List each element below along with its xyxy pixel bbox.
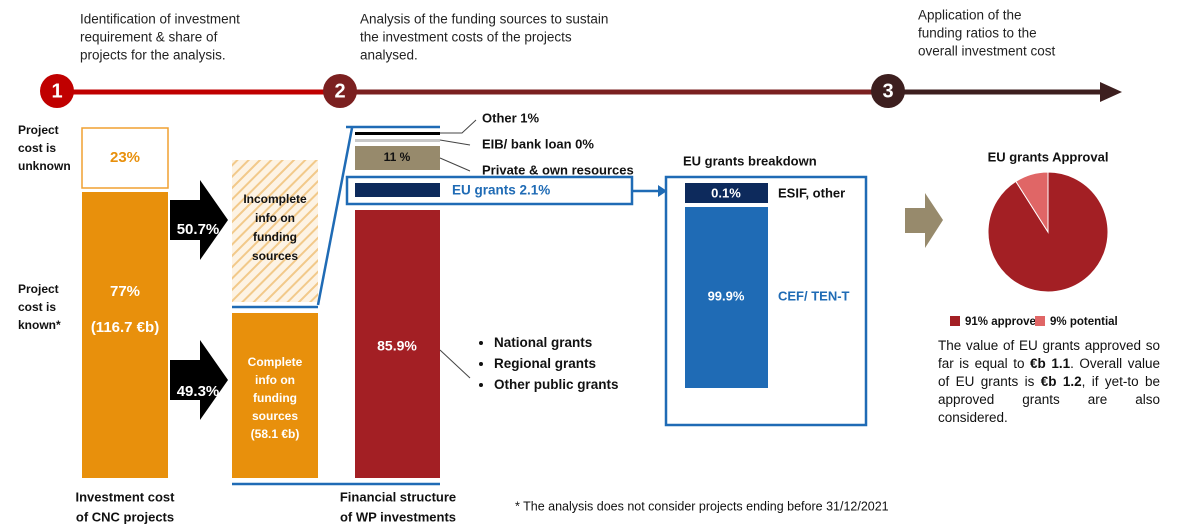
label: Private & own resources bbox=[482, 162, 634, 177]
bar-private bbox=[355, 146, 440, 170]
step-number: 1 bbox=[51, 80, 62, 102]
label: cost is bbox=[18, 141, 56, 155]
label: Project bbox=[18, 123, 59, 137]
text: sources bbox=[252, 409, 298, 423]
text: €b 1.1 bbox=[1030, 356, 1071, 371]
legend-swatch bbox=[1035, 316, 1045, 326]
paragraph: The value of EU grants approved so far i… bbox=[938, 337, 1160, 427]
caption: Financial structure bbox=[340, 489, 456, 504]
text: analysed. bbox=[360, 48, 418, 63]
label: cost is bbox=[18, 300, 56, 314]
bar-public bbox=[355, 210, 440, 478]
text: . Overall value of EU grants is bbox=[938, 356, 1160, 389]
caption: Investment cost bbox=[76, 489, 176, 504]
text: overall investment cost bbox=[918, 44, 1056, 59]
legend: 91% approved 9% potential bbox=[950, 316, 1118, 328]
label: EIB/ bank loan 0% bbox=[482, 136, 594, 151]
arrow bbox=[905, 193, 943, 248]
step-circle bbox=[323, 74, 357, 108]
text: Incomplete bbox=[243, 192, 307, 206]
value: 85.9% bbox=[377, 338, 417, 354]
step-1-text: Identification of investment requirement… bbox=[80, 12, 240, 63]
bullet: Regional grants bbox=[494, 353, 644, 374]
legend-label: 9% potential bbox=[1050, 316, 1118, 328]
bar-eu bbox=[355, 183, 440, 197]
leader bbox=[439, 157, 471, 172]
arrow bbox=[170, 340, 228, 420]
text: info on bbox=[255, 211, 295, 225]
step-circle bbox=[40, 74, 74, 108]
bullet: Other public grants bbox=[494, 374, 644, 395]
label: ESIF, other bbox=[778, 185, 845, 200]
text: sources bbox=[252, 249, 298, 263]
arrow-head bbox=[658, 185, 667, 197]
label: known* bbox=[18, 318, 61, 332]
text: €b 1.2 bbox=[1040, 374, 1082, 389]
value: 77% bbox=[110, 283, 140, 300]
caption: of WP investments bbox=[340, 509, 456, 524]
legend-label: 91% approved bbox=[965, 316, 1043, 328]
complete-box bbox=[232, 313, 318, 478]
value: 0.1% bbox=[711, 185, 741, 200]
value: 23% bbox=[110, 149, 140, 166]
step-circle bbox=[871, 74, 905, 108]
step-number: 2 bbox=[334, 80, 345, 102]
title: EU grants breakdown bbox=[683, 153, 817, 168]
label: unknown bbox=[18, 159, 71, 173]
pie-slice bbox=[1015, 171, 1049, 234]
footnote: * The analysis does not consider project… bbox=[515, 499, 889, 513]
text: Identification of investment bbox=[80, 12, 240, 27]
text: projects for the analysis. bbox=[80, 48, 226, 63]
bullet-list: National grants Regional grants Other pu… bbox=[478, 332, 644, 395]
bar-eib bbox=[355, 139, 440, 142]
value: (116.7 €b) bbox=[91, 319, 159, 336]
text: The value of EU grants approved so far i… bbox=[938, 338, 1160, 371]
text: Complete bbox=[248, 355, 303, 369]
label: Other 1% bbox=[482, 110, 540, 125]
leader bbox=[440, 119, 477, 134]
connector bbox=[316, 127, 354, 306]
text: , if yet-to be approved grants are also … bbox=[938, 374, 1160, 425]
unknown-box bbox=[81, 127, 169, 189]
value: 99.9% bbox=[708, 288, 745, 303]
breakdown-frame bbox=[664, 175, 868, 427]
incomplete-box bbox=[232, 160, 318, 302]
text: funding bbox=[253, 230, 297, 244]
label: EU grants 2.1% bbox=[452, 183, 550, 198]
legend-swatch bbox=[950, 316, 960, 326]
label: Project bbox=[18, 282, 59, 296]
value: 50.7% bbox=[177, 221, 220, 238]
value: 11 % bbox=[384, 150, 411, 164]
step-2-text: Analysis of the funding sources to susta… bbox=[360, 12, 608, 63]
text: funding bbox=[253, 391, 297, 405]
text: the investment costs of the projects bbox=[360, 30, 572, 45]
bullet: National grants bbox=[494, 332, 644, 353]
caption: of CNC projects bbox=[76, 509, 174, 524]
bar-cef bbox=[685, 207, 768, 388]
step-number: 3 bbox=[882, 80, 893, 102]
leader bbox=[439, 349, 471, 379]
bar-esif bbox=[685, 183, 768, 203]
text: funding ratios to the bbox=[918, 26, 1037, 41]
text: Application of the bbox=[918, 8, 1022, 23]
step-3-text: Application of the funding ratios to the… bbox=[918, 8, 1056, 59]
text: requirement & share of bbox=[80, 30, 218, 45]
pie-title: EU grants Approval bbox=[988, 149, 1109, 164]
timeline-arrow bbox=[1100, 82, 1122, 102]
leader bbox=[439, 139, 471, 146]
value: 49.3% bbox=[177, 383, 220, 400]
pie bbox=[987, 171, 1109, 293]
arrow bbox=[170, 180, 228, 260]
text: Analysis of the funding sources to susta… bbox=[360, 12, 608, 27]
known-bar bbox=[82, 192, 168, 478]
text: (58.1 €b) bbox=[251, 427, 300, 441]
bar-other bbox=[355, 132, 440, 135]
label: CEF/ TEN-T bbox=[778, 288, 850, 303]
text: info on bbox=[255, 373, 295, 387]
